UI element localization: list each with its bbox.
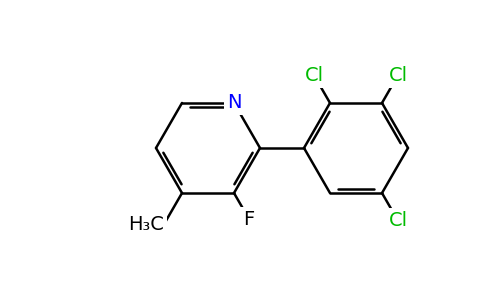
Text: Cl: Cl xyxy=(389,211,408,230)
Text: Cl: Cl xyxy=(389,66,408,85)
Text: F: F xyxy=(243,209,255,229)
Text: H₃C: H₃C xyxy=(128,215,164,234)
Text: Cl: Cl xyxy=(304,66,324,85)
Text: N: N xyxy=(227,94,241,112)
